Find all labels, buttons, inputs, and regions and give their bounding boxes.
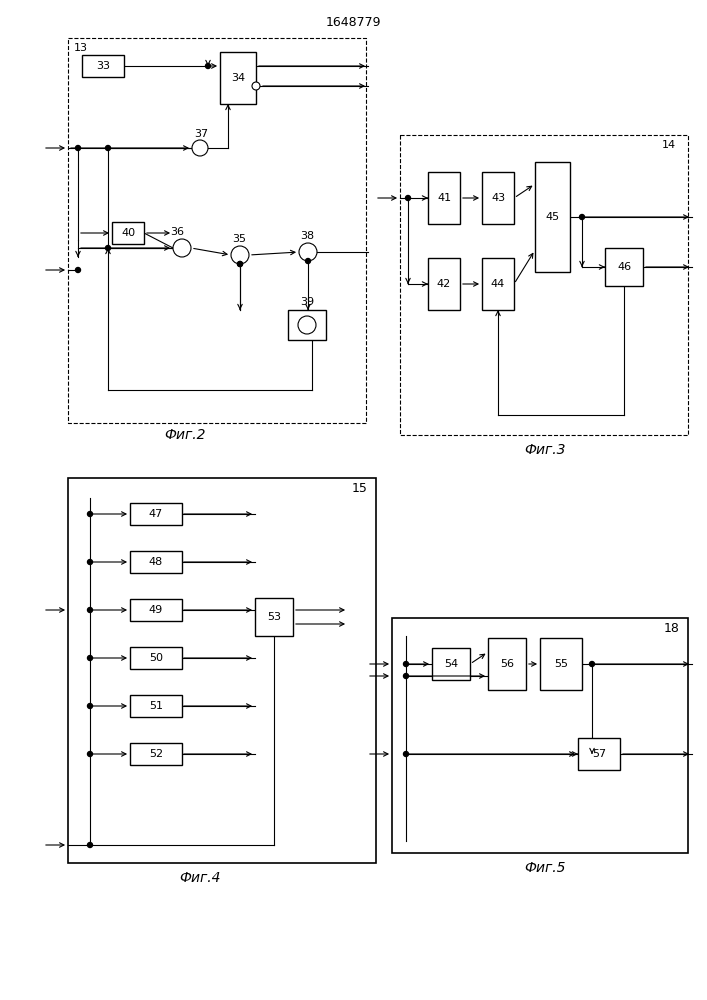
Circle shape	[404, 752, 409, 756]
Text: 40: 40	[121, 228, 135, 238]
Circle shape	[105, 245, 110, 250]
Circle shape	[88, 704, 93, 708]
Text: Фиг.5: Фиг.5	[525, 861, 566, 875]
Text: 36: 36	[170, 227, 184, 237]
Circle shape	[238, 261, 243, 266]
Bar	[488, 638, 526, 690]
Text: 39: 39	[300, 297, 314, 307]
Text: 48: 48	[149, 557, 163, 567]
Text: 1648779: 1648779	[325, 15, 381, 28]
Text: Фиг.3: Фиг.3	[525, 443, 566, 457]
Text: 54: 54	[444, 659, 458, 669]
Circle shape	[88, 656, 93, 660]
Circle shape	[299, 243, 317, 261]
Circle shape	[305, 258, 310, 263]
Circle shape	[88, 842, 93, 848]
Text: 46: 46	[617, 262, 631, 272]
Bar	[428, 258, 460, 310]
Bar	[428, 172, 460, 224]
Text: 47: 47	[149, 509, 163, 519]
Bar	[220, 52, 256, 104]
Circle shape	[590, 662, 595, 666]
Bar	[255, 598, 293, 636]
Text: Фиг.4: Фиг.4	[180, 871, 221, 885]
Circle shape	[88, 560, 93, 564]
Text: 14: 14	[662, 140, 676, 150]
Circle shape	[238, 261, 243, 266]
Text: 33: 33	[96, 61, 110, 71]
Text: 18: 18	[664, 621, 680, 635]
Bar	[130, 647, 182, 669]
Bar	[130, 599, 182, 621]
Circle shape	[580, 215, 585, 220]
Bar	[68, 478, 376, 863]
Bar	[130, 551, 182, 573]
Bar	[605, 248, 643, 286]
Text: 50: 50	[149, 653, 163, 663]
Bar	[130, 695, 182, 717]
Text: 44: 44	[491, 279, 505, 289]
Text: 56: 56	[500, 659, 514, 669]
Text: 13: 13	[74, 43, 88, 53]
Text: 45: 45	[545, 212, 559, 222]
Text: 37: 37	[194, 129, 208, 139]
Text: 43: 43	[491, 193, 505, 203]
Circle shape	[206, 64, 211, 68]
Text: 42: 42	[437, 279, 451, 289]
Circle shape	[404, 662, 409, 666]
Bar	[432, 648, 470, 680]
Circle shape	[76, 267, 81, 272]
Text: 55: 55	[554, 659, 568, 669]
Text: 52: 52	[149, 749, 163, 759]
Bar	[68, 38, 366, 423]
Text: 53: 53	[267, 612, 281, 622]
Bar	[130, 503, 182, 525]
Bar	[288, 310, 326, 340]
Text: 35: 35	[232, 234, 246, 244]
Text: 41: 41	[437, 193, 451, 203]
Circle shape	[231, 246, 249, 264]
Circle shape	[406, 196, 411, 200]
Circle shape	[298, 316, 316, 334]
Bar	[482, 172, 514, 224]
Text: 15: 15	[352, 482, 368, 494]
Circle shape	[88, 512, 93, 516]
Text: Фиг.2: Фиг.2	[164, 428, 206, 442]
Circle shape	[88, 752, 93, 756]
Bar	[392, 618, 688, 853]
Text: 51: 51	[149, 701, 163, 711]
Circle shape	[173, 239, 191, 257]
Text: 38: 38	[300, 231, 314, 241]
Circle shape	[88, 607, 93, 612]
Circle shape	[105, 145, 110, 150]
Bar	[578, 738, 620, 770]
Text: 49: 49	[149, 605, 163, 615]
Circle shape	[404, 674, 409, 678]
Bar	[540, 638, 582, 690]
Circle shape	[192, 140, 208, 156]
Bar	[130, 743, 182, 765]
Bar	[112, 222, 144, 244]
Bar	[82, 55, 124, 77]
Circle shape	[76, 145, 81, 150]
Circle shape	[252, 82, 260, 90]
Text: 34: 34	[231, 73, 245, 83]
Bar	[400, 135, 688, 435]
Bar	[535, 162, 570, 272]
Text: 57: 57	[592, 749, 606, 759]
Bar	[482, 258, 514, 310]
